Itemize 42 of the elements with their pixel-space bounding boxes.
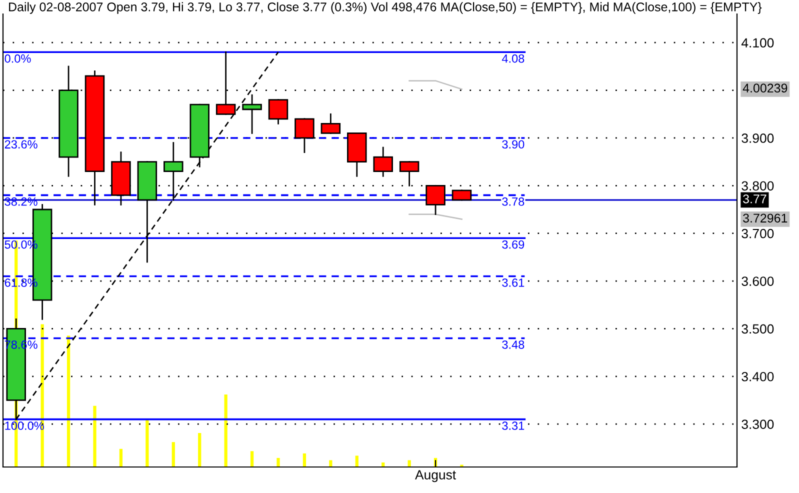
chart-title: Daily 02-08-2007 Open 3.79, Hi 3.79, Lo 3.77, Close 3.77 (0.3%) Vol 498,476 MA(Close,50) = {EMPTY}, Mid MA(Close,100) = {EMPTY} bbox=[9, 2, 762, 14]
ref-line-label: 3.90 bbox=[502, 140, 524, 149]
bar bbox=[329, 460, 332, 467]
bar bbox=[146, 419, 149, 467]
bar bbox=[276, 458, 280, 467]
bar bbox=[66, 336, 70, 467]
candlestick bbox=[242, 94, 262, 134]
ref-line-label: 3.78 bbox=[502, 197, 524, 206]
bar bbox=[224, 394, 228, 467]
annotation: 23.6% bbox=[4, 140, 38, 149]
bar bbox=[355, 456, 358, 467]
y-tick-label: 3.900 bbox=[742, 134, 774, 143]
bar bbox=[172, 442, 175, 467]
ref-line-label: 3.69 bbox=[502, 240, 524, 249]
ref-line-label: 3.48 bbox=[502, 340, 524, 349]
candlestick bbox=[452, 190, 472, 201]
y-tick-label: 3.700 bbox=[742, 228, 774, 238]
bar bbox=[119, 448, 123, 467]
text: 4.00239 bbox=[742, 84, 788, 93]
y-tick-label: 4.100 bbox=[741, 38, 774, 48]
candlestick bbox=[320, 113, 341, 134]
ref-line-label: 3.77 bbox=[743, 194, 766, 204]
y-tick-label: 3.800 bbox=[742, 181, 774, 191]
bar bbox=[250, 451, 254, 467]
ref-line-label: 3.61 bbox=[502, 278, 524, 287]
candlestick bbox=[268, 99, 288, 124]
x-tick-label: August bbox=[415, 470, 456, 482]
candlestick bbox=[426, 184, 446, 215]
ref-line-label: 3.31 bbox=[502, 422, 524, 430]
y-tick-label: 3.600 bbox=[742, 276, 774, 286]
candlestick bbox=[164, 142, 184, 201]
annotation: 0.0% bbox=[4, 54, 31, 63]
candlestick bbox=[373, 146, 393, 177]
bar bbox=[302, 453, 306, 467]
ref-line-label: 4.08 bbox=[502, 54, 524, 63]
y-tick-label: 3.400 bbox=[742, 372, 774, 382]
bar bbox=[408, 460, 411, 467]
bar bbox=[198, 433, 202, 467]
y-tick-label: 3.500 bbox=[742, 324, 774, 334]
y-tick-label: 3.300 bbox=[742, 420, 774, 429]
bar bbox=[93, 406, 96, 467]
text: 3.72961 bbox=[743, 214, 788, 223]
